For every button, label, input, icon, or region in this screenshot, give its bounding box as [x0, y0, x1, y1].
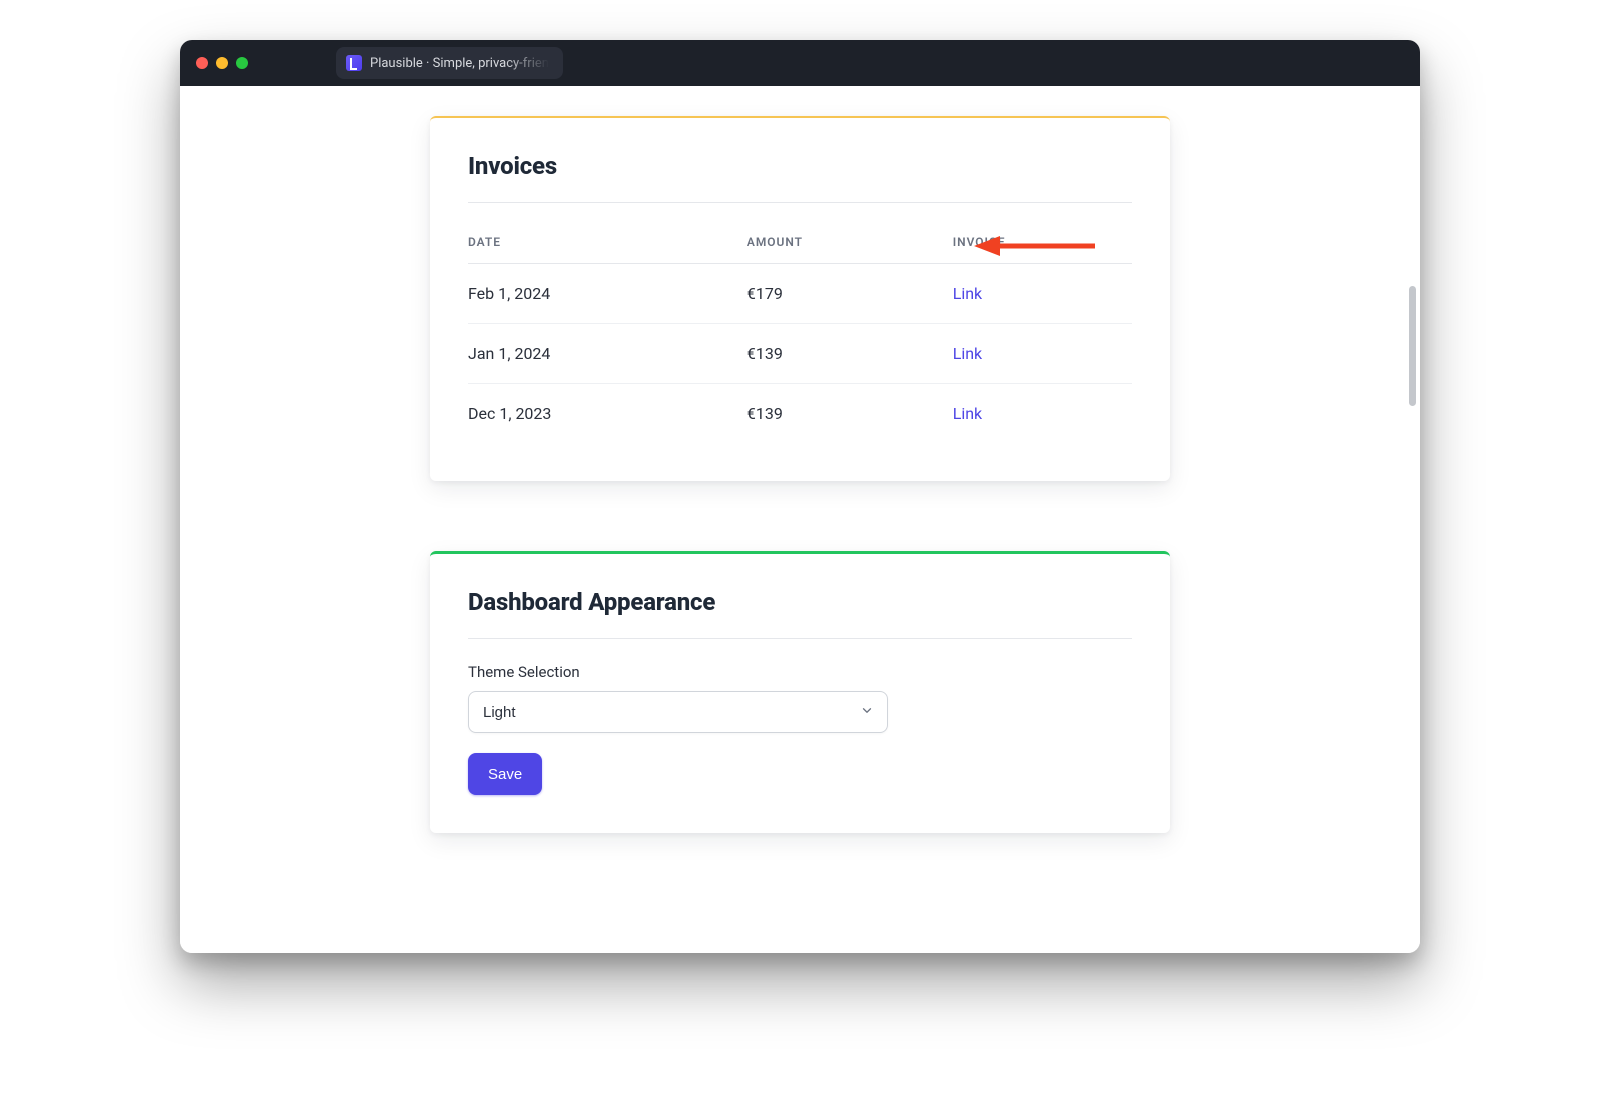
invoice-date: Jan 1, 2024 [468, 324, 747, 384]
page-viewport: Invoices Date Amount Invoice Feb 1, 2024… [180, 86, 1420, 953]
save-button[interactable]: Save [468, 753, 542, 795]
theme-select-wrap: Light [468, 691, 888, 733]
scrollbar-thumb[interactable] [1409, 286, 1416, 406]
browser-window: Plausible · Simple, privacy-frien Invoic… [180, 40, 1420, 953]
window-minimize-button[interactable] [216, 57, 228, 69]
theme-label: Theme Selection [468, 663, 1132, 681]
plausible-favicon-icon [346, 55, 362, 71]
invoice-date: Dec 1, 2023 [468, 384, 747, 444]
window-titlebar: Plausible · Simple, privacy-frien [180, 40, 1420, 86]
table-row: Jan 1, 2024 €139 Link [468, 324, 1132, 384]
col-header-date: Date [468, 221, 747, 264]
invoices-title: Invoices [468, 152, 1132, 180]
invoices-card: Invoices Date Amount Invoice Feb 1, 2024… [430, 116, 1170, 481]
traffic-lights [196, 57, 248, 69]
invoice-amount: €139 [747, 324, 953, 384]
col-header-amount: Amount [747, 221, 953, 264]
browser-tab[interactable]: Plausible · Simple, privacy-frien [336, 47, 563, 79]
invoice-link[interactable]: Link [953, 404, 982, 423]
appearance-title: Dashboard Appearance [468, 588, 1132, 616]
divider [468, 638, 1132, 639]
invoices-table: Date Amount Invoice Feb 1, 2024 €179 Lin… [468, 221, 1132, 443]
table-row: Dec 1, 2023 €139 Link [468, 384, 1132, 444]
theme-select[interactable]: Light [468, 691, 888, 733]
invoice-amount: €179 [747, 264, 953, 324]
window-zoom-button[interactable] [236, 57, 248, 69]
window-close-button[interactable] [196, 57, 208, 69]
appearance-card: Dashboard Appearance Theme Selection Lig… [430, 551, 1170, 833]
invoice-link[interactable]: Link [953, 344, 982, 363]
invoice-date: Feb 1, 2024 [468, 264, 747, 324]
divider [468, 202, 1132, 203]
browser-tab-title: Plausible · Simple, privacy-frien [370, 56, 549, 71]
invoice-link[interactable]: Link [953, 284, 982, 303]
invoice-amount: €139 [747, 384, 953, 444]
table-row: Feb 1, 2024 €179 Link [468, 264, 1132, 324]
col-header-invoice: Invoice [953, 221, 1132, 264]
